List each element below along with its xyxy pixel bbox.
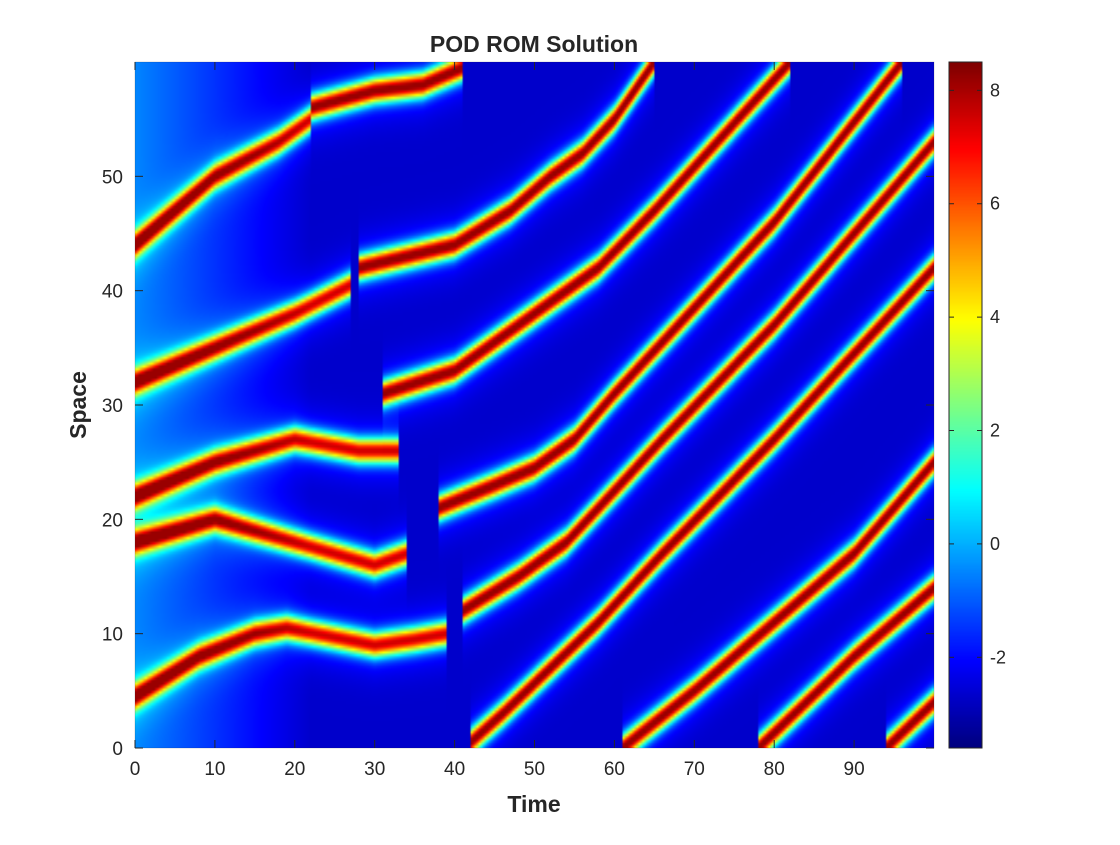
y-axis-ticks: 0 10 20 30 40 50 bbox=[102, 167, 934, 760]
colorbar-tick-label: 0 bbox=[990, 534, 1000, 554]
colorbar-tick-label: 8 bbox=[990, 80, 1000, 100]
x-tick-label: 80 bbox=[764, 759, 785, 780]
y-tick-label: 40 bbox=[102, 282, 123, 303]
x-axis-label: Time bbox=[507, 791, 560, 817]
colorbar-tick-label: -2 bbox=[990, 647, 1006, 667]
x-tick-label: 10 bbox=[204, 759, 225, 780]
y-axis-label: Space bbox=[65, 371, 91, 439]
x-tick-label: 50 bbox=[524, 759, 545, 780]
y-tick-label: 30 bbox=[102, 396, 123, 417]
heatmap-image bbox=[135, 62, 934, 748]
y-tick-label: 0 bbox=[112, 739, 123, 760]
y-tick-label: 10 bbox=[102, 625, 123, 646]
colorbar-gradient bbox=[949, 62, 982, 748]
colorbar-tick-label: 4 bbox=[990, 307, 1000, 327]
x-tick-label: 70 bbox=[684, 759, 705, 780]
x-axis-ticks: 0 10 20 30 40 50 60 70 80 90 bbox=[130, 62, 865, 780]
colorbar-tick-label: 2 bbox=[990, 421, 1000, 441]
x-tick-label: 90 bbox=[844, 759, 865, 780]
colorbar-ticks: -2 0 2 4 6 8 bbox=[949, 80, 1006, 667]
chart-title: POD ROM Solution bbox=[430, 31, 638, 57]
x-tick-label: 30 bbox=[364, 759, 385, 780]
x-tick-label: 40 bbox=[444, 759, 465, 780]
x-tick-label: 20 bbox=[284, 759, 305, 780]
colorbar-frame bbox=[948, 61, 983, 749]
y-tick-label: 50 bbox=[102, 167, 123, 188]
x-tick-label: 60 bbox=[604, 759, 625, 780]
colorbar-tick-label: 6 bbox=[990, 194, 1000, 214]
y-tick-label: 20 bbox=[102, 510, 123, 531]
colorbar: -2 0 2 4 6 8 bbox=[948, 61, 1006, 749]
plot-area bbox=[134, 61, 935, 749]
x-tick-label: 0 bbox=[130, 759, 141, 780]
